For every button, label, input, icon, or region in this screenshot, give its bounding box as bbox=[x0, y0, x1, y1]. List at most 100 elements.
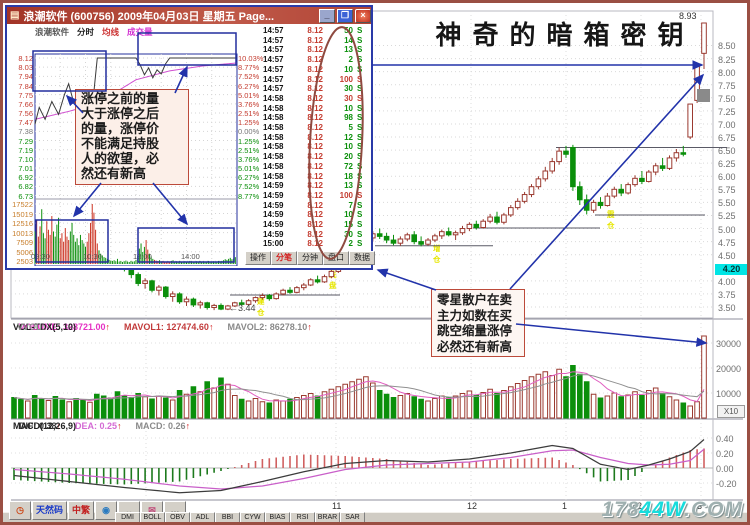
indicator-tab-sar[interactable]: SAR bbox=[340, 512, 365, 522]
macd-axis-label: 0.40 bbox=[716, 434, 734, 444]
tick-side: S bbox=[357, 84, 363, 94]
tick-row[interactable]: 14:57 8.12 100 S bbox=[261, 75, 369, 85]
tick-row[interactable]: 14:58 8.12 12 S bbox=[261, 133, 369, 143]
volume-axis-label: 20000 bbox=[716, 364, 742, 374]
tick-row[interactable]: 14:57 8.12 14 S bbox=[261, 36, 369, 46]
minimize-button[interactable]: _ bbox=[319, 8, 335, 23]
intraday-volume-label: 12516 bbox=[12, 219, 33, 229]
intraday-price-label: 7.94 bbox=[18, 72, 33, 82]
window-tab-数据[interactable]: 数据 bbox=[349, 251, 375, 265]
macd-axis-label: -0.20 bbox=[716, 479, 737, 489]
tick-time: 14:59 bbox=[263, 200, 284, 210]
price-axis-label: 7.25 bbox=[718, 106, 736, 117]
tick-price: 8.12 bbox=[307, 45, 323, 55]
month-label: 1 bbox=[562, 501, 568, 511]
time-axis-label: 09:30 bbox=[31, 252, 50, 261]
indicator-tab-brar[interactable]: BRAR bbox=[315, 512, 340, 522]
tick-side: S bbox=[357, 35, 363, 45]
tick-row[interactable]: 14:58 8.12 98 S bbox=[261, 113, 369, 123]
intraday-pct-label: 10.03% bbox=[238, 54, 264, 63]
intraday-price-label: 7.01 bbox=[18, 164, 33, 174]
intraday-price-label: 6.73 bbox=[18, 191, 33, 201]
close-button[interactable]: × bbox=[355, 8, 371, 23]
window-tab-分笔[interactable]: 分笔 bbox=[271, 251, 297, 265]
annotation-line: 必然还有新高 bbox=[437, 338, 513, 354]
toolbar-button[interactable]: ◉ bbox=[95, 501, 118, 520]
tick-row[interactable]: 14:59 8.12 100 S bbox=[261, 191, 369, 201]
tick-row[interactable]: 15:00 8.12 2 S bbox=[261, 239, 369, 249]
tick-row[interactable]: 14:58 8.12 30 S bbox=[261, 94, 369, 104]
tick-price: 8.12 bbox=[307, 152, 323, 162]
annotation-line: 不能满足持股 bbox=[81, 137, 160, 152]
tick-list[interactable]: 14:57 8.12 50 S 14:57 8.12 14 S 14:57 8.12 13 S 14:5… bbox=[261, 26, 369, 252]
window-tab-分钟[interactable]: 分钟 bbox=[297, 251, 323, 265]
tick-row[interactable]: 14:57 8.12 13 S bbox=[261, 45, 369, 55]
time-axis-label: 10:30 bbox=[83, 252, 102, 261]
tick-row[interactable]: 14:58 8.12 72 S bbox=[261, 162, 369, 172]
indicator-tab-bbi[interactable]: BBI bbox=[215, 512, 240, 522]
tick-row[interactable]: 14:58 8.12 18 S bbox=[261, 172, 369, 182]
tick-time: 14:57 bbox=[263, 84, 284, 94]
indicator-tab-bias[interactable]: BIAS bbox=[265, 512, 290, 522]
tick-price: 8.12 bbox=[307, 55, 323, 65]
window-tab-盘口[interactable]: 盘口 bbox=[323, 251, 349, 265]
toolbar-button[interactable]: 中繁 bbox=[68, 501, 95, 520]
window-tab-操作[interactable]: 操作 bbox=[245, 251, 271, 265]
indicator-tab-dmi[interactable]: DMI bbox=[115, 512, 140, 522]
month-label: 11 bbox=[332, 501, 342, 511]
toolbar-button[interactable]: ◷ bbox=[9, 501, 31, 520]
tick-row[interactable]: 14:59 8.12 13 S bbox=[261, 181, 369, 191]
intraday-price-label: 6.92 bbox=[18, 173, 33, 183]
tick-time: 14:58 bbox=[263, 123, 284, 132]
price-axis-label: 6.50 bbox=[718, 146, 736, 157]
tick-price: 8.12 bbox=[307, 200, 323, 210]
intraday-pct-label: 3.76% bbox=[238, 99, 260, 109]
high-price-label: 8.93 bbox=[679, 11, 697, 21]
tick-price: 8.12 bbox=[307, 210, 323, 220]
price-axis-label: 7.00 bbox=[718, 119, 736, 130]
tick-row[interactable]: 14:59 8.12 15 S bbox=[261, 220, 369, 230]
tick-row[interactable]: 14:59 8.12 30 S bbox=[261, 230, 369, 240]
tick-time: 14:59 bbox=[263, 229, 284, 239]
indicator-value: VOLUME: 328721.00↑ bbox=[19, 322, 111, 332]
intraday-pct-label: 2.51% bbox=[238, 109, 260, 119]
annotation-line: 涨停之前的量 bbox=[81, 92, 160, 107]
intraday-pct-label: 6.27% bbox=[238, 173, 260, 183]
tick-row[interactable]: 14:57 8.12 50 S bbox=[261, 26, 369, 36]
window-titlebar[interactable]: ▤ 浪潮软件 (600756) 2009年04月03日 星期五 Page... … bbox=[7, 7, 371, 24]
tick-volume: 10 bbox=[344, 142, 353, 152]
indicator-tab-rsi[interactable]: RSI bbox=[290, 512, 315, 522]
tick-row[interactable]: 14:57 8.12 30 S bbox=[261, 84, 369, 94]
intraday-pct-label: 1.25% bbox=[238, 118, 260, 128]
tick-row[interactable]: 14:59 8.12 7 S bbox=[261, 201, 369, 211]
maximize-button[interactable]: ❐ bbox=[337, 8, 353, 23]
indicator-tab-obv[interactable]: OBV bbox=[165, 512, 190, 522]
indicator-value: MAVOL1: 127474.60↑ bbox=[124, 322, 214, 332]
tick-row[interactable]: 14:57 8.12 10 S bbox=[261, 65, 369, 75]
tick-price: 8.12 bbox=[307, 123, 323, 132]
tick-row[interactable]: 14:58 8.12 10 S bbox=[261, 142, 369, 152]
tick-time: 14:58 bbox=[263, 161, 284, 171]
intraday-volume-label: 2503 bbox=[16, 257, 33, 267]
tick-price: 8.12 bbox=[307, 113, 323, 123]
tick-row[interactable]: 14:57 8.12 2 S bbox=[261, 55, 369, 65]
month-label: 2 bbox=[637, 501, 643, 511]
intraday-header-name: 浪潮软件 bbox=[35, 27, 70, 37]
tick-row[interactable]: 14:58 8.12 20 S bbox=[261, 152, 369, 162]
indicator-value: DIF: 0.38↑ bbox=[19, 421, 62, 431]
indicator-tab-adl[interactable]: ADL bbox=[190, 512, 215, 522]
indicator-tab-boll[interactable]: BOLL bbox=[140, 512, 165, 522]
tick-side: S bbox=[357, 229, 363, 239]
tick-time: 14:58 bbox=[263, 132, 284, 142]
tick-row[interactable]: 14:59 8.12 10 S bbox=[261, 210, 369, 220]
last-price-badge: 4.20 bbox=[715, 264, 747, 275]
window-tab-bar: 操作 分笔 分钟 盘口 数据 bbox=[245, 251, 375, 265]
tick-volume: 100 bbox=[339, 74, 353, 84]
indicator-tab-cyw[interactable]: CYW bbox=[240, 512, 265, 522]
tick-row[interactable]: 14:58 8.12 5 S bbox=[261, 123, 369, 133]
toolbar-button[interactable]: 天然码 bbox=[32, 501, 68, 520]
tick-row[interactable]: 14:58 8.12 10 S bbox=[261, 104, 369, 114]
bottom-bar bbox=[3, 512, 747, 522]
price-axis-label: 5.25 bbox=[718, 211, 736, 222]
annotation-line: 然还有新高 bbox=[81, 167, 147, 182]
